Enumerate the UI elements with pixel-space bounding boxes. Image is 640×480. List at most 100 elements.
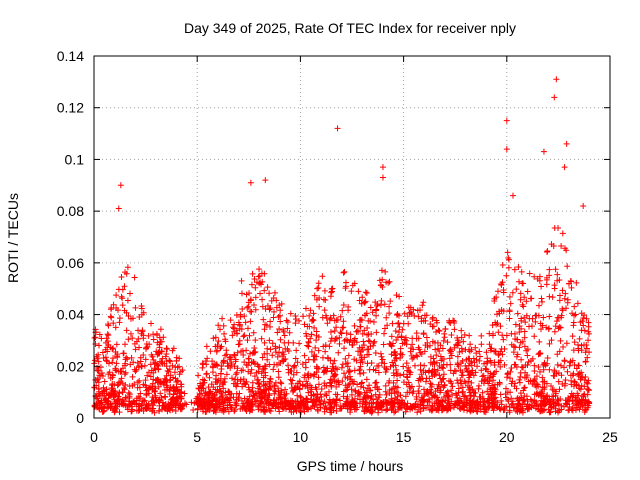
data-point [474,363,481,370]
data-point [557,324,564,331]
data-point [468,379,475,386]
data-point [336,340,343,347]
data-point [459,358,466,365]
data-point [420,397,427,404]
data-point [363,376,370,383]
data-point [581,407,588,414]
data-point [378,400,385,407]
data-point [108,384,115,391]
data-point [270,366,277,373]
data-point [307,388,314,395]
data-point [188,399,195,406]
data-point [259,296,266,303]
data-point [421,362,428,369]
data-point [172,395,179,402]
data-point [495,329,502,336]
data-point [194,406,201,413]
data-point [570,400,577,407]
data-point [516,379,523,386]
data-point [221,379,228,386]
data-point [113,360,120,367]
data-point [138,303,145,310]
data-point [126,391,133,398]
data-point [98,335,105,342]
data-point [572,407,579,414]
data-point [166,386,173,393]
data-point [278,380,285,387]
data-point [99,372,106,379]
data-point [253,279,260,286]
data-point [519,280,526,287]
data-point [365,406,372,413]
data-point [342,285,349,292]
data-point [536,368,543,375]
data-point [140,335,147,342]
data-point [309,317,316,324]
data-point [198,402,205,409]
data-point [326,343,333,350]
data-point [249,379,256,386]
data-point [225,388,232,395]
data-point [266,380,273,387]
data-point [397,350,404,357]
data-point [356,391,363,398]
data-point [314,391,321,398]
data-point [583,315,590,322]
data-point [428,369,435,376]
data-point [531,273,538,280]
data-point [523,298,530,305]
data-point [251,276,258,283]
data-point [340,269,347,276]
data-point [537,350,544,357]
data-point [552,266,559,273]
data-point [163,358,170,365]
data-point [517,290,524,297]
data-point [176,402,183,409]
data-point [381,330,388,337]
data-point [427,389,434,396]
data-point [352,400,359,407]
data-point [150,331,157,338]
data-point [484,358,491,365]
data-point [245,384,252,391]
data-point [259,354,266,361]
data-point [551,282,558,289]
data-point [232,402,239,409]
data-point [465,362,472,369]
data-point [561,245,568,252]
data-point [95,358,102,365]
data-point [541,378,548,385]
data-point [135,327,142,334]
data-point [150,336,157,343]
data-point [144,405,151,412]
data-point [478,332,485,339]
data-point [143,391,150,398]
data-point [264,394,271,401]
data-point [369,309,376,316]
data-point [242,319,249,326]
data-point [292,355,299,362]
data-point [247,308,254,315]
data-point [336,381,343,388]
data-point [520,387,527,394]
data-point [252,284,259,291]
data-point [372,350,379,357]
data-point [314,365,321,372]
data-point [152,385,159,392]
data-point [164,379,171,386]
data-point [246,393,253,400]
data-point [538,295,545,302]
data-point [562,400,569,407]
y-tick-label: 0.14 [57,48,84,64]
data-point [404,400,411,407]
data-point [367,304,374,311]
data-point [462,392,469,399]
data-point [450,370,457,377]
data-point [282,406,289,413]
data-point [433,359,440,366]
data-point [476,348,483,355]
data-point [473,356,480,363]
data-point [126,383,133,390]
data-point [103,335,110,342]
data-point [439,355,446,362]
